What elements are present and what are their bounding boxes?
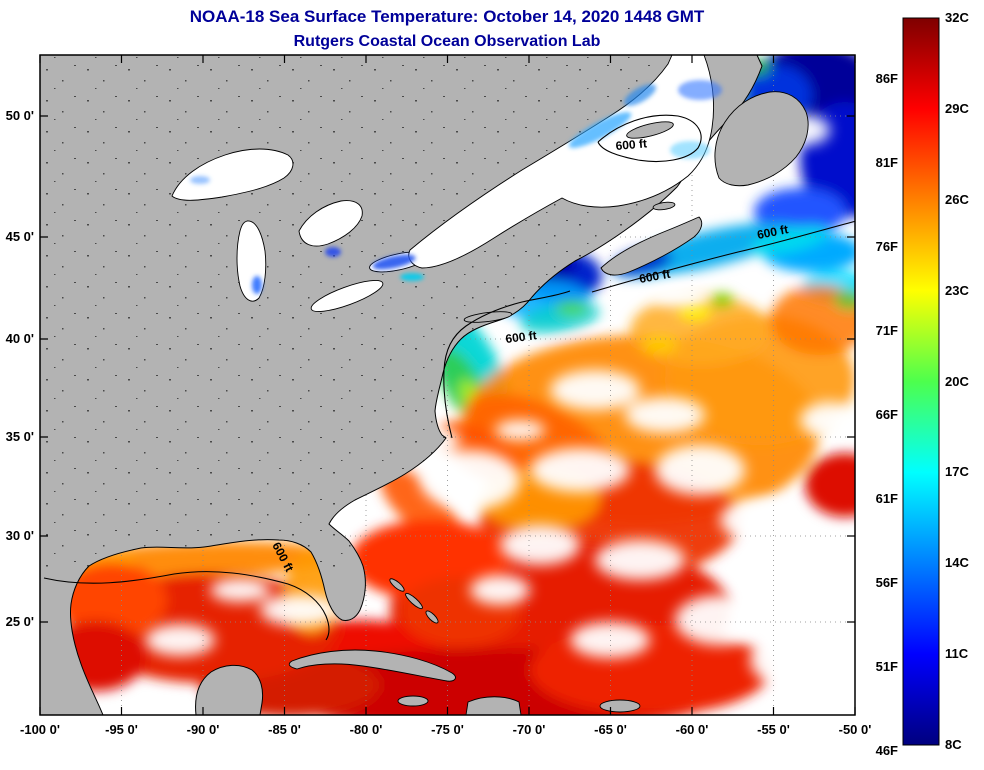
colorbar-fahrenheit-label: 61F (876, 491, 898, 506)
depth-contour-label: 600 ft (615, 136, 647, 153)
island-hispaniola (465, 696, 522, 715)
island-cuba (288, 649, 456, 682)
land-nova-scotia (600, 216, 703, 276)
x-tick-label: -65 0' (594, 722, 627, 737)
x-tick-label: -75 0' (431, 722, 464, 737)
axis-ticks (39, 55, 856, 715)
figure-subtitle: Rutgers Coastal Ocean Observation Lab (294, 33, 601, 50)
y-tick-label: 25 0' (6, 614, 34, 629)
island-bahamas-2 (405, 592, 423, 610)
colorbar-fahrenheit-label: 81F (876, 155, 898, 170)
colorbar-gradient (902, 17, 940, 746)
island-pei (652, 201, 676, 211)
colorbar-fahrenheit-label: 71F (876, 323, 898, 338)
depth-contour-label: 600 ft (505, 328, 538, 346)
y-tick-label: 35 0' (6, 429, 34, 444)
gulf-of-st-lawrence (408, 55, 714, 269)
colorbar-celsius-label: 11C (945, 646, 969, 661)
colorbar-fahrenheit-label: 51F (876, 659, 898, 674)
y-axis-labels: 50 0' 45 0' 40 0' 35 0' 30 0' 25 0' (6, 108, 34, 629)
x-tick-label: -95 0' (105, 722, 138, 737)
y-tick-label: 30 0' (6, 528, 34, 543)
colorbar-celsius-label: 23C (945, 283, 969, 298)
x-axis-labels: -100 0' -95 0' -90 0' -85 0' -80 0' -75 … (20, 722, 871, 737)
colorbar-fahrenheit-label: 46F (876, 743, 898, 758)
colorbar-celsius-labels: 32C 29C 26C 23C 20C 17C 14C 11C 8C (945, 10, 969, 752)
x-tick-label: -50 0' (839, 722, 872, 737)
depth-contour-label: 600 ft (638, 267, 671, 286)
colorbar-fahrenheit-label: 66F (876, 407, 898, 422)
colorbar-celsius-label: 20C (945, 374, 969, 389)
x-tick-label: -85 0' (268, 722, 301, 737)
island-bahamas-3 (425, 610, 439, 624)
x-tick-label: -55 0' (757, 722, 790, 737)
colorbar-fahrenheit-label: 56F (876, 575, 898, 590)
island-puerto-rico (599, 699, 641, 713)
depth-contours (43, 114, 855, 641)
depth-contour-label: 600 ft (756, 222, 789, 242)
island-jamaica (397, 695, 429, 707)
y-tick-label: 50 0' (6, 108, 34, 123)
island-anticosti (626, 121, 674, 139)
colorbar: 32C 29C 26C 23C 20C 17C 14C 11C 8C 86F 8… (876, 10, 970, 758)
colorbar-celsius-label: 14C (945, 555, 969, 570)
island-newfoundland (714, 91, 809, 187)
colorbar-fahrenheit-label: 76F (876, 239, 898, 254)
colorbar-celsius-label: 26C (945, 192, 969, 207)
x-tick-label: -100 0' (20, 722, 60, 737)
cloud-gap-layer (145, 115, 855, 690)
colorbar-fahrenheit-label: 86F (876, 71, 898, 86)
figure-title: NOAA-18 Sea Surface Temperature: October… (190, 7, 705, 26)
colorbar-celsius-label: 29C (945, 101, 969, 116)
y-tick-label: 45 0' (6, 229, 34, 244)
inland-water-data (190, 80, 722, 294)
colorbar-celsius-label: 17C (945, 464, 969, 479)
x-tick-label: -70 0' (513, 722, 546, 737)
colorbar-fahrenheit-labels: 86F 81F 76F 71F 66F 61F 56F 51F 46F (876, 71, 898, 758)
colorbar-celsius-label: 8C (945, 737, 962, 752)
island-bahamas-1 (389, 578, 405, 592)
y-tick-label: 40 0' (6, 331, 34, 346)
x-tick-label: -60 0' (676, 722, 709, 737)
colorbar-celsius-label: 32C (945, 10, 969, 25)
land-yucatan (195, 664, 264, 715)
x-tick-label: -80 0' (350, 722, 383, 737)
x-tick-label: -90 0' (187, 722, 220, 737)
islands (288, 91, 809, 715)
